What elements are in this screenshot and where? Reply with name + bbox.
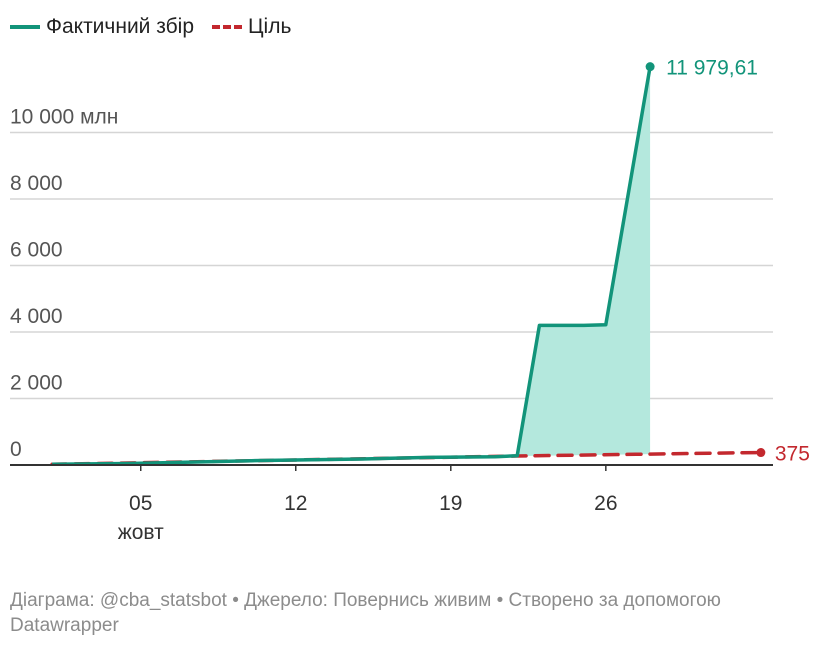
legend-label-actual: Фактичний збір [46, 15, 195, 38]
actual-end-point [645, 62, 655, 72]
actual-area-fill [517, 66, 651, 456]
y-tick-label: 10 000 млн [10, 106, 118, 129]
legend-item-target[interactable]: Ціль [212, 15, 291, 39]
y-tick-label: 0 [10, 438, 22, 461]
legend-item-actual[interactable]: Фактичний збір [10, 15, 194, 39]
line-chart: 05 жовт 12 19 26 0 2 000 4 000 6 000 8 000 10 000… [10, 57, 810, 544]
legend-label-target: Ціль [248, 15, 292, 38]
gridlines [10, 131, 773, 400]
legend-swatch-target [212, 25, 243, 29]
x-tick-label: 26 [594, 492, 617, 515]
target-end-point [756, 448, 766, 458]
y-tick-label: 4 000 [10, 305, 63, 328]
y-tick-label: 6 000 [10, 239, 63, 262]
legend: Фактичний збір Ціль [10, 12, 291, 42]
chart-footer: Діаграма: @cba_statsbot • Джерело: Повер… [10, 590, 721, 636]
y-tick-label: 2 000 [10, 372, 63, 395]
y-tick-label: 8 000 [10, 172, 63, 195]
series-line-actual [52, 66, 652, 467]
actual-area [517, 66, 651, 456]
target-end-label: 375 [775, 443, 810, 466]
x-tick-label: 12 [284, 492, 307, 515]
x-axis: 05 жовт 12 19 26 [10, 464, 773, 544]
x-tick-label: 05 [129, 492, 152, 515]
x-tick-label: 19 [439, 492, 462, 515]
legend-swatch-actual [10, 25, 40, 29]
actual-end-label: 11 979,61 [666, 57, 758, 80]
chart-labels: 0 2 000 4 000 6 000 8 000 10 000 млн 11 979,61… [10, 57, 810, 466]
series-lines [50, 62, 766, 467]
x-tick-sublabel: жовт [118, 521, 164, 544]
